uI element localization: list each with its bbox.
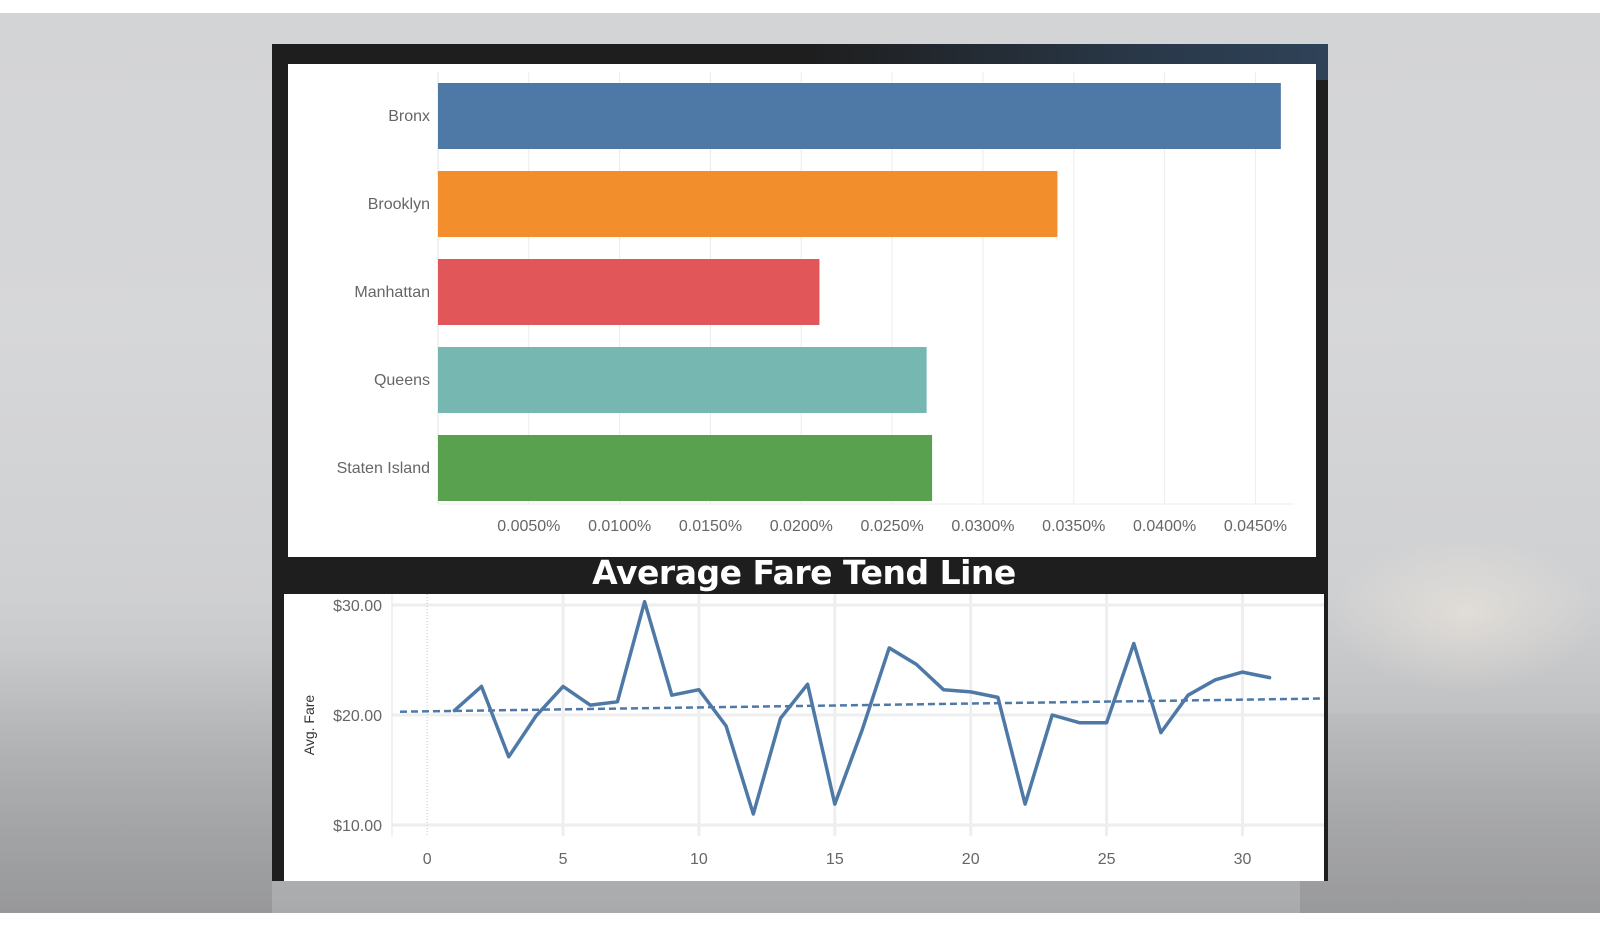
x-tick-label: 0.0350%: [1042, 518, 1105, 535]
y-tick-label: $30.00: [333, 598, 382, 615]
y-tick-label: $20.00: [333, 708, 382, 725]
line-chart: $10.00 $20.00 $30.00 0 5 10 15 20 25 30 Avg. Fare: [301, 594, 1324, 868]
line-chart-panel: $10.00 $20.00 $30.00 0 5 10 15 20 25 30 Avg. Fare: [284, 594, 1324, 881]
bar-chart: Bronx Brooklyn Manhattan Queens Staten Islan…: [337, 72, 1294, 535]
trend-line: [399, 697, 1324, 713]
x-tick-label: 10: [690, 851, 708, 868]
bar-brooklyn: [438, 171, 1058, 237]
x-tick-label: 25: [1098, 851, 1116, 868]
x-tick-label: 20: [962, 851, 980, 868]
background-haze: [1330, 533, 1600, 693]
background-ground: [1300, 713, 1600, 913]
bar-bronx: [438, 83, 1281, 149]
y-tick-label: $10.00: [333, 818, 382, 835]
bar-chart-panel: Bronx Brooklyn Manhattan Queens Staten Islan…: [288, 64, 1316, 557]
x-tick-label: 0: [423, 851, 432, 868]
average-fare-line: [452, 599, 1272, 816]
y-axis-label: Avg. Fare: [301, 695, 317, 756]
x-tick-label: 0.0300%: [951, 518, 1014, 535]
category-label: Queens: [374, 372, 430, 389]
x-tick-label: 30: [1234, 851, 1252, 868]
x-tick-label: 0.0250%: [861, 518, 924, 535]
category-label: Manhattan: [354, 284, 430, 301]
x-tick-label: 0.0200%: [770, 518, 833, 535]
x-tick-label: 15: [826, 851, 844, 868]
category-label: Staten Island: [337, 460, 430, 477]
bar-staten-island: [438, 435, 933, 501]
x-tick-label: 0.0050%: [497, 518, 560, 535]
x-tick-label: 0.0100%: [588, 518, 651, 535]
bar-manhattan: [438, 259, 820, 325]
x-tick-label: 0.0450%: [1224, 518, 1287, 535]
x-tick-label: 0.0150%: [679, 518, 742, 535]
x-tick-label: 5: [559, 851, 568, 868]
category-label: Bronx: [388, 108, 430, 125]
bar-queens: [438, 347, 927, 413]
category-label: Brooklyn: [368, 196, 430, 213]
chart-title: Average Fare Tend Line: [592, 553, 1016, 592]
background-trees: [0, 653, 272, 913]
x-tick-label: 0.0400%: [1133, 518, 1196, 535]
